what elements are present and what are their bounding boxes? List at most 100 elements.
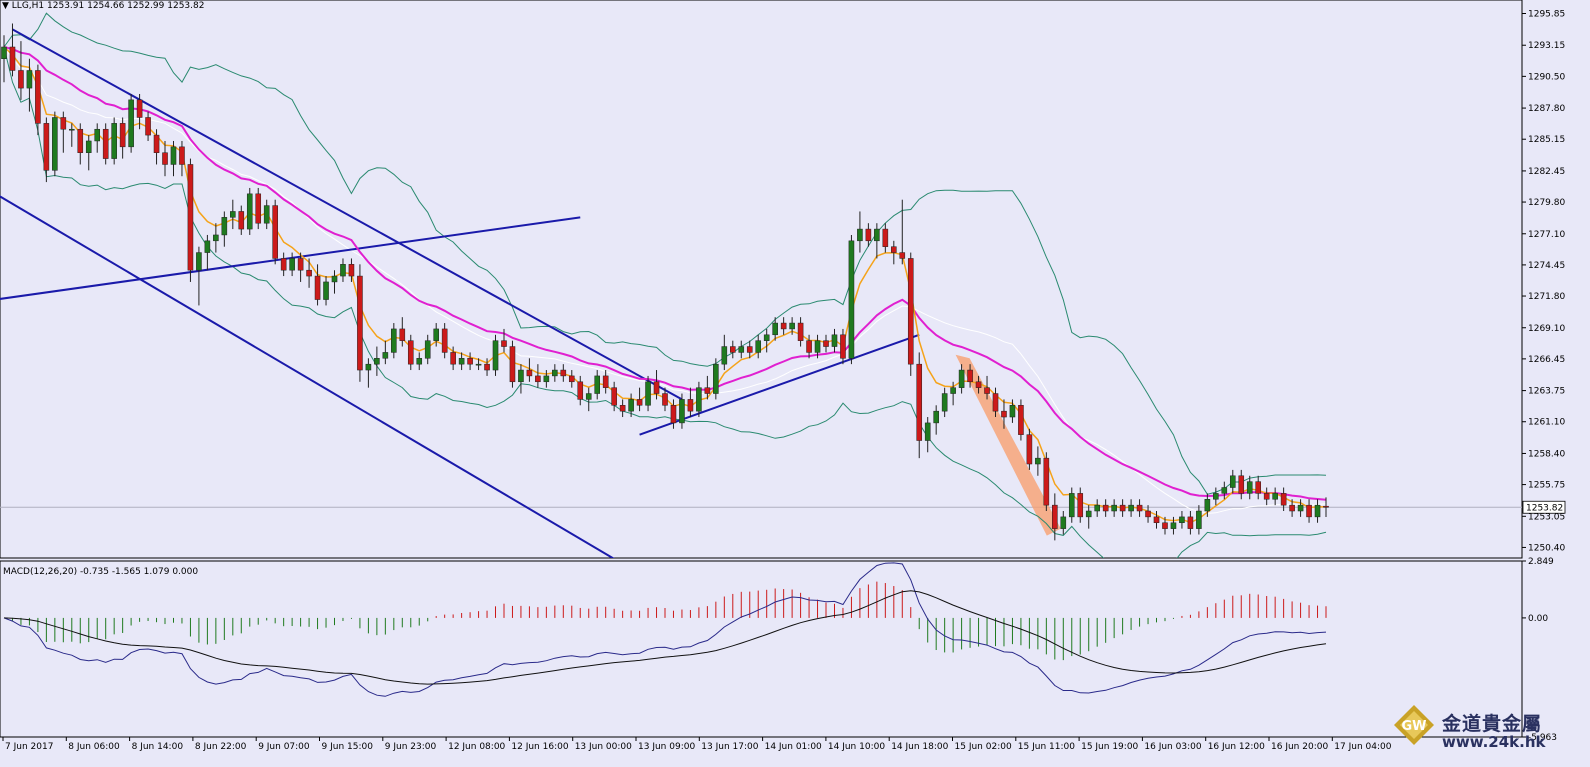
- candle-body: [1128, 504, 1134, 512]
- time-tick-label: 17 Jun 04:00: [1334, 742, 1391, 752]
- candle-body: [170, 146, 177, 165]
- candle-body: [535, 375, 541, 383]
- main-frame: [0, 0, 1523, 559]
- candle-body: [924, 422, 931, 441]
- time-tick-label: 12 Jun 16:00: [511, 742, 568, 752]
- candle-body: [357, 275, 363, 371]
- candle-body: [1306, 504, 1312, 518]
- symbol-info: ▼ LLG,H1 1253.91 1254.66 1252.99 1253.82: [2, 1, 204, 11]
- candle-body: [475, 363, 482, 366]
- macd-label: MACD(12,26,20) -0.735 -1.565 1.079 0.000: [3, 567, 199, 577]
- triangle-down-icon[interactable]: ▼: [2, 1, 9, 11]
- symbol-info-text: LLG,H1 1253.91 1254.66 1252.99 1253.82: [11, 1, 205, 11]
- brand-logo: GW 金道貴金屬 www.24k.hk: [1392, 703, 1582, 753]
- candle-body: [1229, 475, 1236, 488]
- price-tick-label: 1255.75: [1528, 481, 1565, 491]
- time-tick-label: 8 Jun 14:00: [132, 742, 184, 752]
- candle-body: [1119, 504, 1126, 512]
- candle-body: [69, 128, 75, 131]
- candle-body: [941, 393, 948, 412]
- candle-body: [611, 387, 617, 406]
- candle-body: [111, 123, 117, 159]
- ema-fast-line: [3, 46, 1327, 524]
- candle-body: [1204, 499, 1211, 512]
- candle-body: [967, 369, 973, 383]
- candle-body: [1187, 516, 1194, 529]
- price-tick-label: 1258.40: [1528, 449, 1565, 459]
- candle-body: [153, 134, 160, 153]
- candle-body: [9, 46, 16, 71]
- candle-body: [1009, 405, 1016, 418]
- time-tick-label: 13 Jun 17:00: [701, 742, 758, 752]
- candle-body: [848, 240, 855, 359]
- candle-body: [780, 322, 787, 330]
- support-trendline: [639, 333, 920, 436]
- price-tick-label: 1271.80: [1528, 292, 1565, 302]
- candle-body: [18, 70, 24, 89]
- candle-body: [60, 117, 67, 130]
- candle-body: [670, 405, 677, 424]
- candle-body: [806, 340, 812, 353]
- candle-body: [179, 146, 185, 165]
- candle-body: [857, 228, 863, 242]
- candle-body: [552, 369, 558, 377]
- candle-body: [382, 352, 389, 359]
- price-tick-label: 1263.75: [1528, 387, 1565, 397]
- candle-body: [899, 252, 906, 259]
- candle-body: [43, 123, 50, 171]
- candle-body: [1246, 481, 1253, 494]
- candle-body: [874, 228, 880, 242]
- candle-body: [958, 369, 965, 388]
- candle-body: [1052, 504, 1058, 529]
- candle-body: [213, 234, 219, 242]
- current-price-label: 1253.82: [1526, 503, 1563, 513]
- candle-body: [450, 352, 456, 365]
- macd-tick-label: -5.963: [1528, 733, 1557, 743]
- candle-body: [416, 358, 423, 365]
- candle-body: [577, 381, 584, 400]
- candle-body: [374, 358, 380, 365]
- candle-body: [1196, 510, 1202, 529]
- candle-body: [187, 164, 194, 271]
- candle-body: [509, 346, 516, 383]
- gw-logo-icon: GW: [1392, 703, 1436, 747]
- logo-url: www.24k.hk: [1442, 733, 1546, 751]
- candle-body: [568, 375, 575, 383]
- candle-body: [1001, 410, 1007, 418]
- macd-tick-label: 0.00: [1528, 614, 1548, 624]
- candle-body: [492, 340, 499, 371]
- candle-body: [1255, 481, 1261, 494]
- bollinger-upper: [3, 12, 1327, 495]
- candle-body: [916, 363, 923, 441]
- candle-body: [891, 246, 897, 253]
- candle-body: [1213, 493, 1219, 500]
- time-tick-label: 15 Jun 11:00: [1018, 742, 1075, 752]
- candle-body: [746, 346, 753, 353]
- candle-body: [119, 123, 126, 148]
- candle-body: [975, 381, 982, 388]
- channel-upper-trendline: [11, 28, 683, 401]
- candle-body: [636, 399, 643, 406]
- candle-body: [1018, 405, 1024, 435]
- candle-body: [865, 228, 872, 242]
- time-tick-label: 16 Jun 20:00: [1271, 742, 1328, 752]
- candle-body: [1, 46, 7, 59]
- macd-plot: [3, 562, 1327, 697]
- candle-body: [1263, 493, 1270, 500]
- drop-highlight-area: [955, 354, 1061, 536]
- candle-body: [314, 275, 321, 300]
- price-tick-label: 1287.80: [1528, 104, 1565, 114]
- macd-line: [3, 562, 1327, 697]
- candle-body: [1153, 516, 1160, 524]
- candle-body: [221, 217, 228, 236]
- candle-body: [26, 70, 33, 89]
- time-tick-label: 14 Jun 18:00: [891, 742, 948, 752]
- time-tick-label: 8 Jun 06:00: [68, 742, 120, 752]
- candle-body: [713, 363, 719, 394]
- time-tick-label: 15 Jun 02:00: [955, 742, 1012, 752]
- candle-body: [1043, 457, 1050, 506]
- candle-body: [424, 340, 431, 359]
- candle-body: [933, 410, 939, 424]
- candle-body: [662, 393, 668, 406]
